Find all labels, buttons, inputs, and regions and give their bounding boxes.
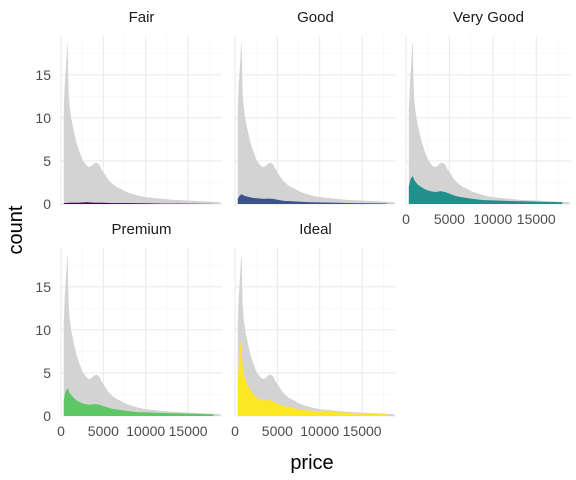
facet-strip-label: Fair	[129, 9, 155, 26]
panel-good: Good	[234, 9, 396, 207]
y-tick-label: 15	[35, 279, 51, 295]
x-tick-label: 15000	[169, 423, 208, 439]
y-tick-label: 10	[35, 322, 51, 338]
x-tick-label: 10000	[300, 423, 339, 439]
gridlines	[60, 248, 222, 417]
x-tick-label: 5000	[434, 211, 465, 227]
y-tick-label: 0	[43, 408, 51, 424]
panel-premium: Premium 0 5 10 15 0 5000 10000 15000	[35, 221, 222, 439]
x-tick-label: 0	[57, 423, 65, 439]
background-area	[63, 42, 221, 204]
x-tick-label: 15000	[343, 423, 382, 439]
x-axis-title: price	[290, 452, 333, 474]
x-tick-label: 5000	[88, 423, 119, 439]
y-tick-label: 5	[43, 153, 51, 169]
background-area	[408, 42, 570, 204]
x-tick-label: 5000	[262, 423, 293, 439]
facet-strip-label: Ideal	[299, 221, 332, 238]
series-area	[237, 194, 388, 204]
facet-strip-label: Good	[297, 9, 334, 26]
series-area	[63, 202, 214, 204]
y-tick-label: 0	[43, 196, 51, 212]
y-axis-title: count	[5, 205, 27, 254]
background-area	[237, 254, 395, 416]
x-tick-label: 15000	[517, 211, 556, 227]
series-area	[63, 388, 214, 416]
y-tick-label: 10	[35, 110, 51, 126]
facet-strip-label: Very Good	[453, 9, 524, 26]
x-tick-label: 0	[231, 423, 239, 439]
facet-strip-label: Premium	[111, 221, 171, 238]
series-area	[237, 341, 388, 416]
y-tick-label: 15	[35, 67, 51, 83]
x-tick-label: 10000	[473, 211, 512, 227]
series-area	[408, 176, 563, 204]
background-area	[63, 254, 221, 416]
panel-ideal: Ideal 0 5000 10000 15000	[231, 221, 396, 439]
panel-very-good: Very Good 0 5000 10000 15000	[402, 9, 571, 227]
background-area	[237, 42, 395, 204]
x-tick-label: 10000	[126, 423, 165, 439]
panel-fair: Fair 0 5 10 15	[35, 9, 222, 212]
y-tick-label: 5	[43, 365, 51, 381]
gridlines	[234, 248, 396, 417]
x-tick-label: 0	[402, 211, 410, 227]
